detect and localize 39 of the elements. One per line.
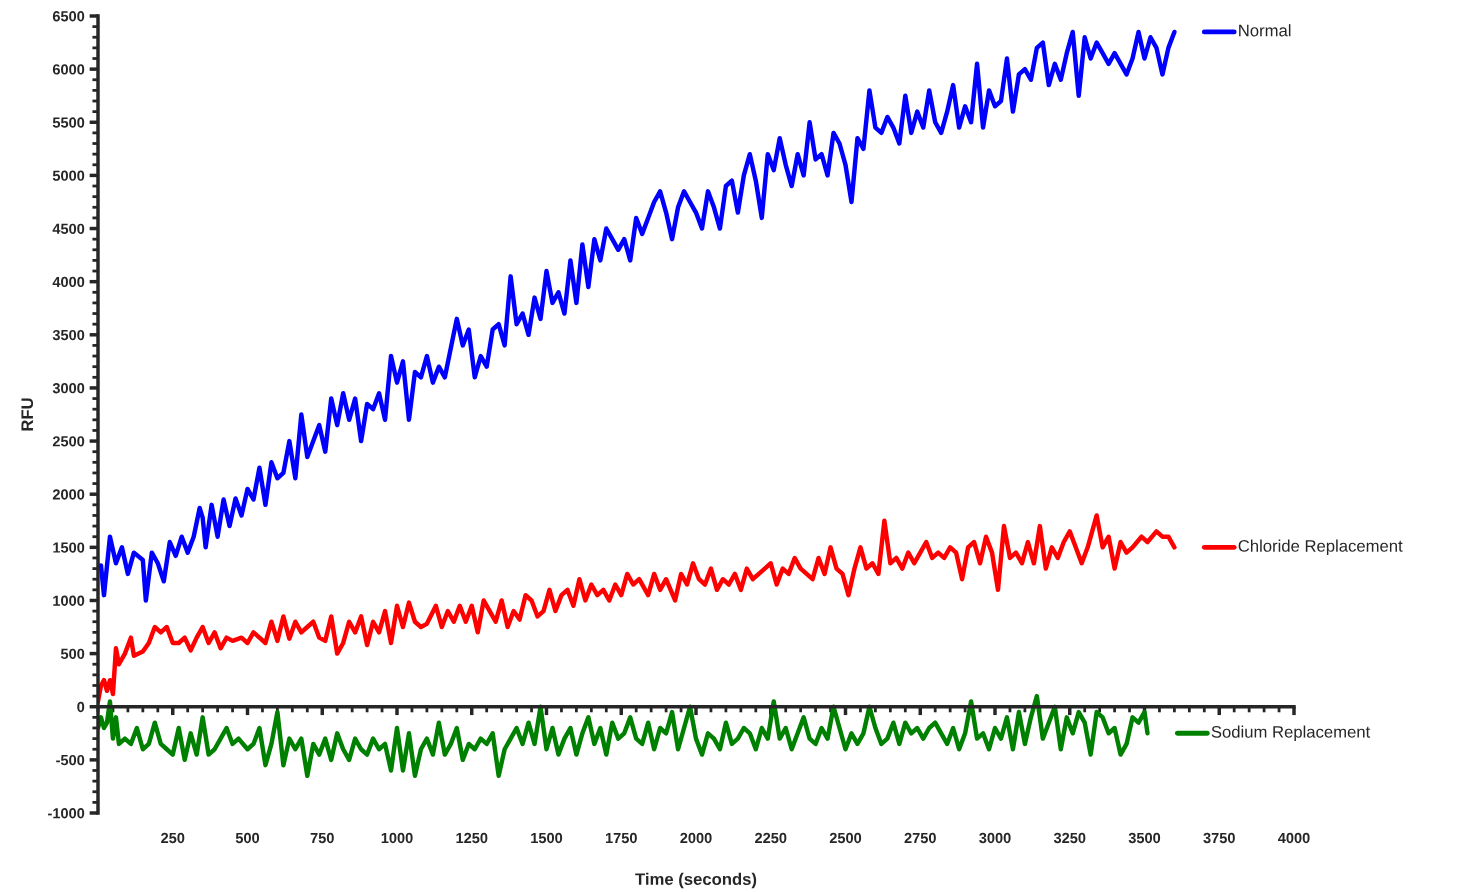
x-tick-label: 750 — [310, 832, 334, 844]
line-series — [98, 29, 1177, 603]
y-tick-label: 3500 — [52, 329, 85, 341]
x-tick-label: 1750 — [605, 832, 637, 844]
y-tick-label: 6000 — [52, 64, 85, 75]
legend-label: Sodium Replacement — [1211, 725, 1371, 742]
y-axis-title: RFU — [21, 398, 34, 431]
x-tick-label: 2500 — [829, 832, 862, 844]
y-tick-label: -1000 — [48, 808, 85, 819]
line-series — [98, 693, 1150, 779]
x-tick-label: 1500 — [531, 832, 563, 844]
y-tick-label: 0 — [77, 701, 85, 713]
legend-label: Normal — [1239, 24, 1291, 37]
x-tick-label: 250 — [161, 832, 185, 844]
y-tick-label: 2000 — [52, 489, 85, 500]
x-tick-label: 1000 — [381, 832, 413, 844]
x-axis-title: Time (seconds) — [635, 872, 757, 889]
x-tick-label: 3250 — [1053, 832, 1086, 844]
x-tick-label: 4000 — [1278, 832, 1310, 844]
x-tick-label: 1250 — [456, 832, 488, 844]
y-tick-label: 1500 — [53, 542, 85, 553]
legend-label: Chloride Replacement — [1238, 539, 1403, 556]
y-tick-label: 5500 — [52, 117, 85, 128]
x-tick-label: 3000 — [979, 832, 1011, 844]
x-tick-label: 2750 — [904, 832, 936, 844]
x-tick-label: 2250 — [755, 832, 787, 844]
y-tick-label: 1000 — [53, 595, 85, 606]
y-tick-label: 6500 — [52, 11, 85, 22]
x-tick-label: 3750 — [1203, 832, 1235, 844]
y-tick-label: 5000 — [52, 170, 85, 181]
x-tick-label: 500 — [235, 832, 260, 844]
x-tick-label: 3500 — [1128, 832, 1161, 844]
y-tick-label: 4500 — [52, 223, 85, 234]
y-tick-label: 500 — [60, 648, 85, 660]
x-tick-label: 2000 — [680, 832, 712, 844]
y-tick-label: 2500 — [52, 436, 85, 447]
y-tick-label: 3000 — [52, 383, 85, 394]
y-tick-label: -500 — [56, 754, 85, 766]
y-tick-label: 4000 — [52, 276, 85, 288]
